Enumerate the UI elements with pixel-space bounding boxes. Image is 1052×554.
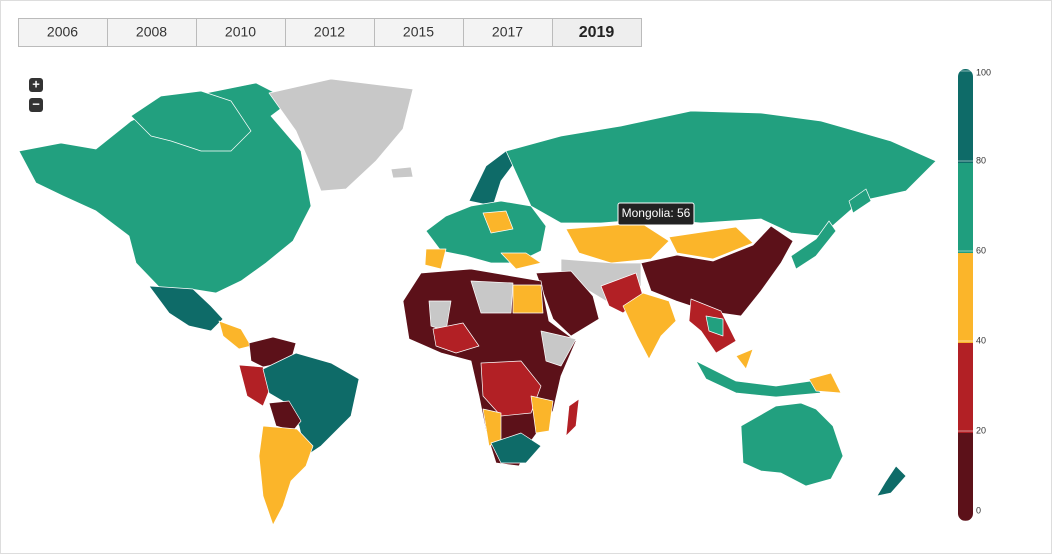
egypt (512, 284, 544, 314)
peru (238, 364, 272, 407)
russia (505, 110, 937, 237)
legend-tick-label: 100 (976, 67, 991, 77)
legend-band (958, 69, 973, 163)
legend-band (958, 429, 973, 521)
tab[interactable] (463, 18, 553, 47)
legend-bands (958, 69, 973, 521)
central-africa (480, 360, 542, 417)
tab-label[interactable]: 2008 (136, 24, 167, 40)
west-africa (432, 322, 480, 354)
iceland (390, 166, 414, 179)
greenland (268, 78, 414, 192)
philippines (735, 348, 842, 394)
indonesia (695, 360, 822, 398)
scandinavia (468, 150, 517, 207)
legend-tick-label: 40 (976, 335, 986, 345)
kazakhstan (565, 222, 670, 264)
mongolia (668, 226, 754, 260)
australia (740, 402, 844, 487)
tooltip-box (617, 202, 695, 226)
legend-tick-label: 60 (976, 245, 986, 255)
europe (425, 200, 547, 264)
europe-yellow (424, 210, 542, 270)
zoom-out-button[interactable] (29, 98, 43, 112)
tab[interactable] (18, 18, 108, 47)
tooltip: Mongolia: 56 (617, 202, 695, 226)
bolivia (268, 400, 302, 432)
arabia (535, 270, 600, 337)
color-legend: 0 20 40 60 80 100 (958, 67, 991, 522)
tab[interactable] (196, 18, 286, 47)
central-america (218, 320, 252, 350)
tab-label[interactable]: 2019 (579, 24, 615, 41)
tab-label[interactable]: 2017 (492, 24, 523, 40)
japan (790, 188, 872, 270)
world-map (18, 78, 937, 526)
tab[interactable] (107, 18, 197, 47)
brazil (262, 352, 360, 457)
legend-band (958, 339, 973, 433)
madagascar (565, 398, 580, 437)
south-africa (490, 432, 542, 464)
year-tabs: 2006 2008 2010 2012 2015 2017 2019 (18, 18, 642, 47)
legend-tick-label: 20 (976, 425, 986, 435)
china (640, 225, 794, 317)
arctic-islands (130, 90, 252, 152)
zoom-out-label[interactable]: − (32, 96, 40, 111)
argentina-chile (258, 425, 314, 526)
indochina (705, 315, 724, 337)
zoom-in-label[interactable]: + (32, 76, 40, 91)
horn-africa (540, 330, 577, 367)
tab-label[interactable]: 2012 (314, 24, 345, 40)
zoom-in-button[interactable] (29, 78, 43, 92)
tooltip-text: Mongolia: 56 (622, 206, 691, 220)
tab-label[interactable]: 2006 (47, 24, 78, 40)
legend-tick-label: 0 (976, 505, 981, 515)
new-zealand (876, 465, 907, 497)
legend-band (958, 159, 973, 253)
tab-selected[interactable] (552, 18, 642, 47)
mexico (148, 285, 224, 332)
zoom-controls: + − (29, 76, 43, 112)
tab-label[interactable]: 2015 (403, 24, 434, 40)
legend-tick-label: 80 (976, 155, 986, 165)
india (622, 292, 677, 360)
tab-label[interactable]: 2010 (225, 24, 256, 40)
tab[interactable] (374, 18, 464, 47)
legend-band (958, 249, 973, 343)
